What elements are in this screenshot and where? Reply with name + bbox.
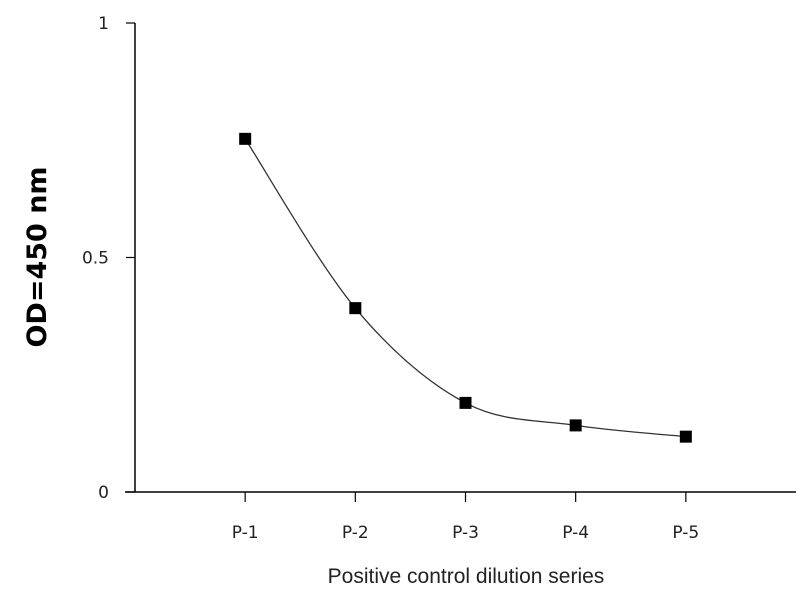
data-point-marker xyxy=(459,396,472,409)
y-axis-label: OD=450 nm xyxy=(22,166,53,347)
data-point-marker xyxy=(679,430,692,443)
x-tick-label: P-2 xyxy=(342,523,369,543)
data-point-marker xyxy=(239,132,252,145)
axes xyxy=(125,22,796,502)
data-point-marker xyxy=(349,302,362,315)
y-tick-label: 1 xyxy=(98,14,109,34)
data-point-marker xyxy=(569,419,582,432)
y-tick-label: 0 xyxy=(98,483,109,503)
x-tick-label: P-1 xyxy=(232,523,259,543)
x-tick-label: P-3 xyxy=(452,523,479,543)
x-tick-label: P-5 xyxy=(672,523,699,543)
series-markers xyxy=(239,132,692,443)
series-line xyxy=(244,138,686,438)
x-axis-label: Positive control dilution series xyxy=(328,565,605,588)
x-tick-label: P-4 xyxy=(562,523,589,543)
y-tick-label: 0.5 xyxy=(82,249,109,269)
tick-labels: 0 0.5 1 P-1 P-2 P-3 P-4 P-5 xyxy=(82,14,699,543)
